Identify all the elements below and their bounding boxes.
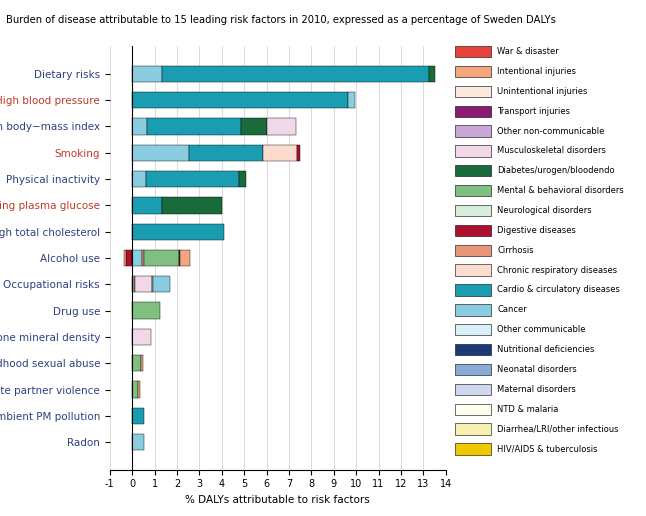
Bar: [145, 171, 238, 187]
Text: Cirrhosis: Cirrhosis: [497, 246, 534, 255]
Bar: [144, 250, 178, 266]
Bar: [180, 250, 191, 266]
Bar: [132, 250, 141, 266]
Text: Transport injuries: Transport injuries: [497, 107, 570, 116]
Bar: [132, 197, 162, 214]
Text: Neonatal disorders: Neonatal disorders: [497, 365, 577, 374]
Bar: [134, 276, 135, 293]
Bar: [132, 302, 160, 319]
Bar: [132, 171, 145, 187]
Text: Musculoskeletal disorders: Musculoskeletal disorders: [497, 147, 607, 155]
Text: Cancer: Cancer: [497, 305, 527, 314]
Bar: [132, 434, 144, 450]
Bar: [154, 276, 170, 293]
Text: Other communicable: Other communicable: [497, 325, 586, 334]
Text: Unintentional injuries: Unintentional injuries: [497, 87, 588, 96]
Bar: [267, 118, 296, 135]
Text: Neurological disorders: Neurological disorders: [497, 206, 592, 215]
Text: Chronic respiratory diseases: Chronic respiratory diseases: [497, 266, 618, 275]
Bar: [132, 144, 189, 161]
Bar: [178, 250, 180, 266]
Text: Other non-communicable: Other non-communicable: [497, 126, 605, 136]
Bar: [132, 66, 162, 82]
Text: Cardio & circulatory diseases: Cardio & circulatory diseases: [497, 285, 620, 295]
Bar: [162, 66, 429, 82]
Bar: [124, 250, 126, 266]
Bar: [132, 223, 224, 240]
Bar: [348, 92, 355, 108]
Bar: [162, 197, 222, 214]
Bar: [263, 144, 297, 161]
Text: Diabetes/urogen/bloodendo: Diabetes/urogen/bloodendo: [497, 166, 615, 175]
Text: Diarrhea/LRI/other infectious: Diarrhea/LRI/other infectious: [497, 425, 619, 433]
Bar: [147, 118, 241, 135]
Bar: [132, 329, 151, 345]
Bar: [126, 250, 132, 266]
Bar: [241, 118, 267, 135]
Text: Burden of disease attributable to 15 leading risk factors in 2010, expressed as : Burden of disease attributable to 15 lea…: [6, 15, 556, 25]
X-axis label: % DALYs attributable to risk factors: % DALYs attributable to risk factors: [185, 495, 370, 505]
Bar: [132, 276, 134, 293]
Bar: [189, 144, 263, 161]
Bar: [135, 276, 152, 293]
Bar: [132, 355, 141, 372]
Text: Mental & behavioral disorders: Mental & behavioral disorders: [497, 186, 624, 195]
Bar: [138, 381, 140, 398]
Bar: [132, 408, 144, 424]
Text: Intentional injuries: Intentional injuries: [497, 67, 576, 76]
Text: Maternal disorders: Maternal disorders: [497, 385, 576, 394]
Bar: [141, 250, 144, 266]
Text: Nutritional deficiencies: Nutritional deficiencies: [497, 345, 595, 354]
Bar: [132, 381, 138, 398]
Bar: [141, 355, 143, 372]
Bar: [238, 171, 246, 187]
Bar: [132, 92, 348, 108]
Text: NTD & malaria: NTD & malaria: [497, 405, 559, 414]
Text: HIV/AIDS & tuberculosis: HIV/AIDS & tuberculosis: [497, 444, 598, 454]
Text: War & disaster: War & disaster: [497, 47, 559, 56]
Bar: [132, 118, 147, 135]
Bar: [152, 276, 154, 293]
Bar: [297, 144, 300, 161]
Text: Digestive diseases: Digestive diseases: [497, 226, 576, 235]
Bar: [429, 66, 435, 82]
